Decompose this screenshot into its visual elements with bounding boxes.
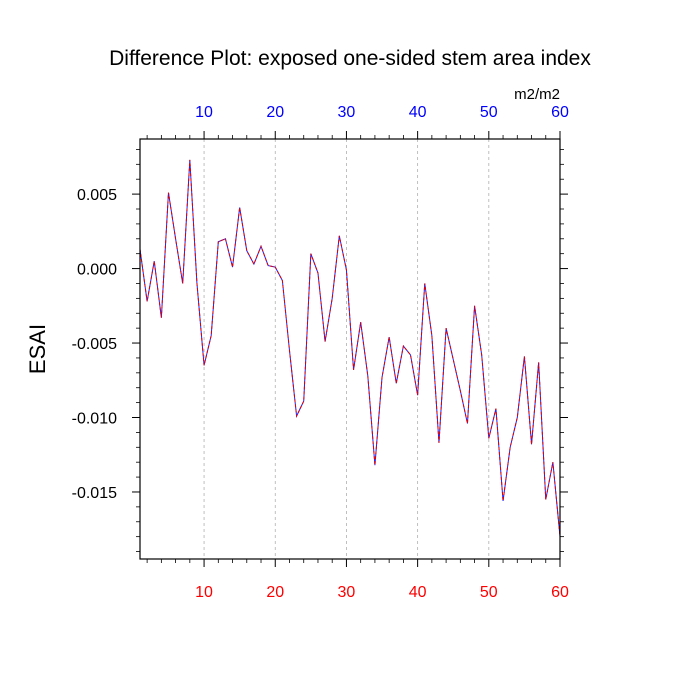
x-tick-labels-top: 10 20 30 40 50 60	[195, 104, 569, 121]
y-tick-label: -0.015	[72, 485, 117, 502]
x-tick-label-bottom-60: 60	[551, 584, 569, 601]
major-ticks	[132, 131, 568, 567]
y-tick-label: -0.005	[72, 336, 117, 353]
chart-title: Difference Plot: exposed one-sided stem …	[109, 47, 591, 70]
x-tick-label-bottom-40: 40	[409, 584, 427, 601]
x-tick-label-top-40: 40	[409, 104, 427, 121]
y-tick-label: -0.010	[72, 411, 117, 428]
x-tick-label-bottom-30: 30	[338, 584, 356, 601]
x-tick-labels-bottom: 10 20 30 40 50 60	[195, 584, 569, 601]
x-tick-label-top-50: 50	[480, 104, 498, 121]
y-tick-label: 0.000	[77, 262, 117, 279]
y-axis-label: ESAI	[25, 324, 50, 374]
x-tick-label-top-60: 60	[551, 104, 569, 121]
grid-lines	[203, 139, 490, 559]
x-tick-label-top-30: 30	[338, 104, 356, 121]
plot-frame	[139, 138, 561, 560]
series-line-dashed	[139, 159, 561, 537]
minor-ticks	[136, 135, 564, 563]
y-tick-labels: 0.005 0.000 -0.005 -0.010 -0.015	[72, 187, 117, 502]
x-tick-label-bottom-20: 20	[266, 584, 284, 601]
x-tick-label-bottom-50: 50	[480, 584, 498, 601]
x-tick-label-bottom-10: 10	[195, 584, 213, 601]
series-group	[139, 159, 561, 537]
units-label: m2/m2	[514, 86, 560, 103]
y-tick-label: 0.005	[77, 187, 117, 204]
x-tick-label-top-10: 10	[195, 104, 213, 121]
x-tick-label-top-20: 20	[266, 104, 284, 121]
